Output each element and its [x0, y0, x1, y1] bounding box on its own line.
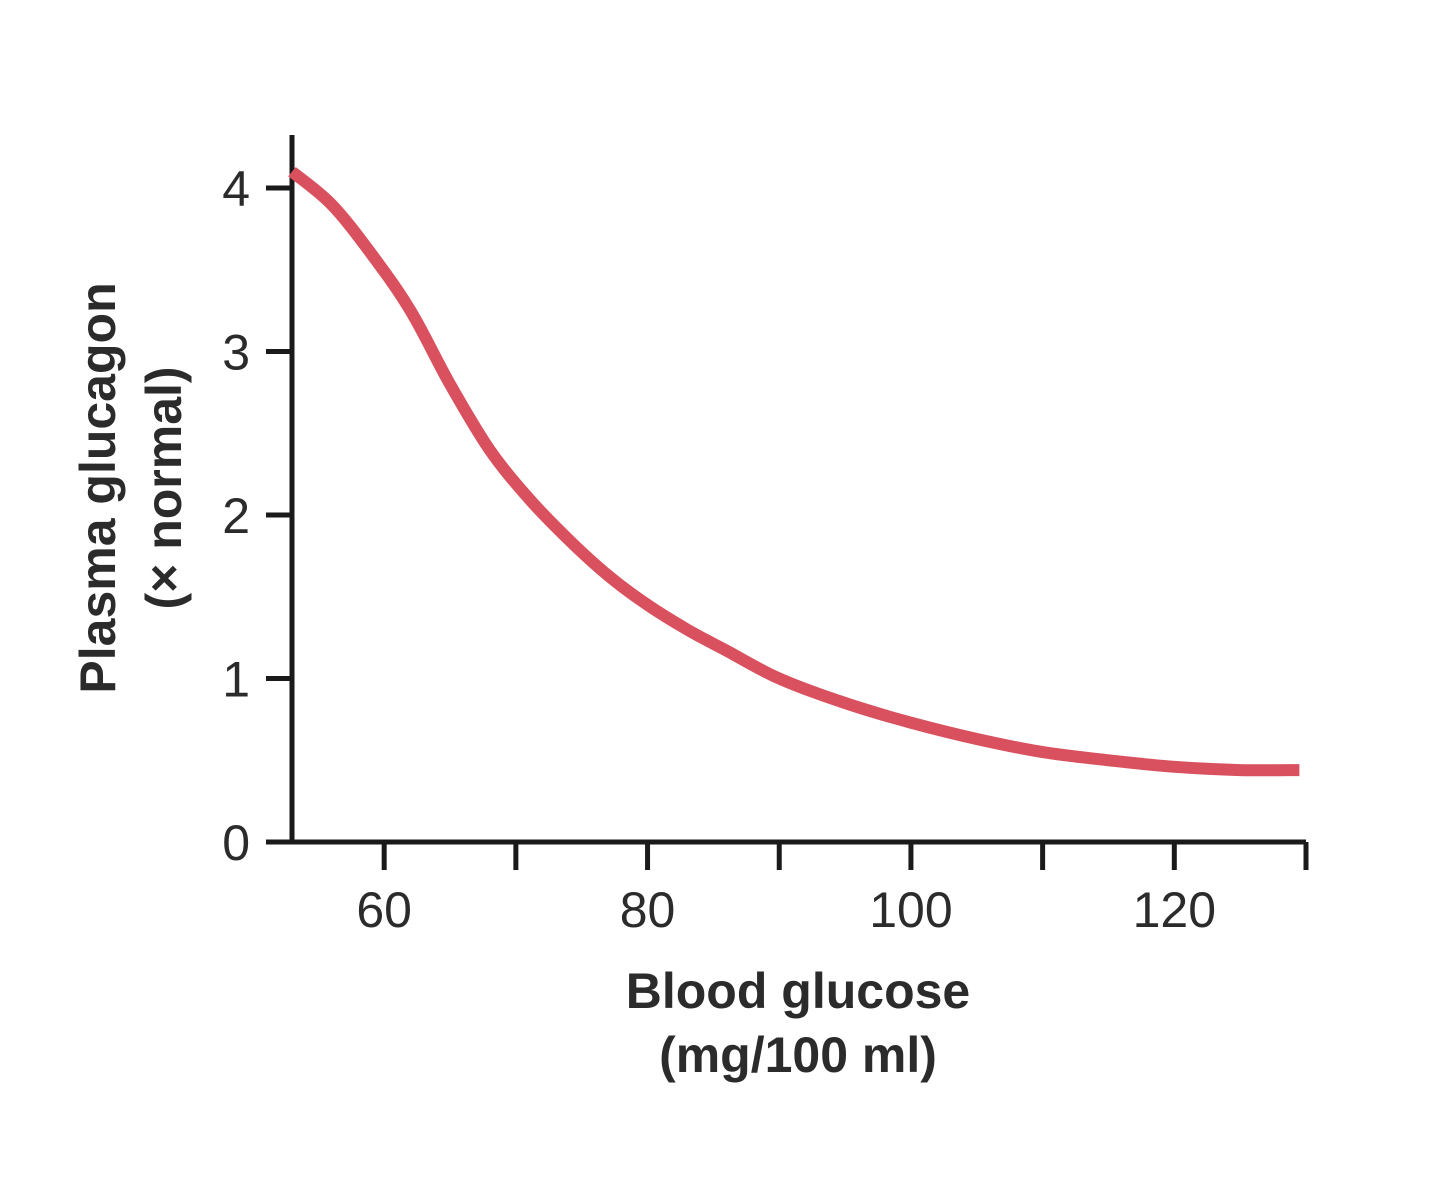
- glucagon-curve-0: [288, 166, 1300, 777]
- y-tick-label-0: 0: [222, 815, 250, 871]
- y-axis-title-line-1: Plasma glucagon: [70, 282, 126, 693]
- x-tick-label-120: 120: [1133, 882, 1216, 938]
- x-tick-label-60: 60: [356, 882, 412, 938]
- y-tick-label-1: 1: [222, 652, 250, 708]
- y-tick-label-4: 4: [222, 161, 250, 217]
- x-axis-title-line-2: (mg/100 ml): [659, 1027, 937, 1083]
- x-tick-label-100: 100: [869, 882, 952, 938]
- x-axis-title: Blood glucose (mg/100 ml): [626, 963, 970, 1083]
- y-tick-label-2: 2: [222, 488, 250, 544]
- series-group: [288, 166, 1300, 777]
- ticks: [266, 185, 1309, 870]
- x-tick-label-80: 80: [620, 882, 676, 938]
- x-axis-title-line-1: Blood glucose: [626, 963, 970, 1019]
- y-tick-label-3: 3: [222, 325, 250, 381]
- y-axis-title: Plasma glucagon (× normal): [70, 282, 192, 693]
- axes: [266, 135, 1306, 845]
- tick-labels: 0 1 2 3 4 60 80 100 120: [222, 161, 1216, 938]
- y-axis-title-line-2: (× normal): [136, 366, 192, 609]
